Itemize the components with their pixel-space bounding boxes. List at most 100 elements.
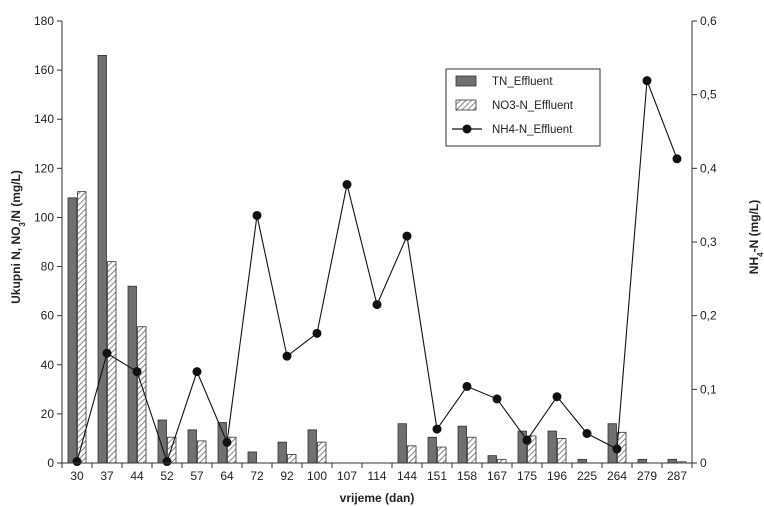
nh4-line-layer bbox=[72, 76, 682, 467]
bar-tn-30 bbox=[67, 197, 77, 464]
legend-swatch-no3 bbox=[455, 99, 477, 111]
bar-tn-92 bbox=[277, 441, 287, 464]
y-right-tick-label: 0,5 bbox=[700, 88, 717, 102]
bar-tn-144 bbox=[397, 423, 407, 464]
nh4-point-151 bbox=[432, 424, 442, 434]
nh4-point-57 bbox=[192, 367, 202, 377]
x-tick-label: 196 bbox=[547, 469, 567, 483]
nh4-point-30 bbox=[72, 457, 82, 467]
y-left-tick-label: 100 bbox=[34, 210, 54, 224]
bar-no3-144 bbox=[407, 445, 417, 464]
y-right-tick-label: 0,4 bbox=[700, 161, 717, 175]
y-left-tick-label: 120 bbox=[34, 161, 54, 175]
x-tick-label: 225 bbox=[577, 469, 597, 483]
nh4-point-64 bbox=[222, 437, 232, 447]
y-left-title-prefix: Ukupni N, NO bbox=[9, 227, 23, 304]
y-right-tick-label: 0 bbox=[700, 456, 707, 470]
nh4-point-279 bbox=[642, 76, 652, 86]
legend: TN_Effluent NO3-N_Effluent NH4-N_Effluen… bbox=[445, 68, 601, 147]
x-tick-label: 114 bbox=[367, 469, 386, 483]
x-axis-title: vrijeme (dan) bbox=[340, 491, 415, 505]
x-tick-label: 52 bbox=[160, 469, 174, 483]
nh4-point-167 bbox=[492, 394, 502, 404]
x-tick-label: 144 bbox=[397, 469, 417, 483]
y-left-tick-label: 180 bbox=[34, 14, 54, 28]
x-tick-label: 37 bbox=[100, 469, 114, 483]
nh4-point-72 bbox=[252, 210, 262, 220]
nh4-point-144 bbox=[402, 231, 412, 241]
nh4-point-196 bbox=[552, 392, 562, 402]
ticks-layer: 0 20 40 60 80 100 120 140 160 180 0 0,1 0,2 0,3 0,4 0,5… bbox=[34, 14, 717, 483]
y-left-tick-label: 160 bbox=[34, 63, 54, 77]
y-left-tick-label: 60 bbox=[41, 309, 55, 323]
y-right-tick-label: 0,3 bbox=[700, 235, 717, 249]
nh4-point-225 bbox=[582, 429, 592, 439]
y-left-tick-label: 20 bbox=[41, 407, 55, 421]
x-tick-label: 57 bbox=[190, 469, 204, 483]
x-tick-label: 264 bbox=[607, 469, 627, 483]
nh4-point-100 bbox=[312, 328, 322, 338]
bar-tn-100 bbox=[307, 429, 317, 464]
y-left-title-subscript: 3 bbox=[18, 222, 27, 227]
y-right-title-subscript: 4 bbox=[756, 252, 764, 257]
bar-no3-151 bbox=[437, 446, 447, 464]
bar-no3-37 bbox=[107, 261, 117, 464]
bar-tn-158 bbox=[457, 425, 467, 464]
x-tick-label: 64 bbox=[220, 469, 234, 483]
bar-tn-196 bbox=[547, 430, 557, 464]
bars-layer bbox=[67, 54, 687, 464]
bar-tn-264 bbox=[607, 423, 617, 464]
nh4-point-158 bbox=[462, 381, 472, 391]
y-right-title-suffix: -N (mg/L) bbox=[747, 200, 761, 253]
bar-tn-287 bbox=[667, 458, 677, 464]
bar-tn-279 bbox=[637, 458, 647, 464]
bar-tn-167 bbox=[487, 455, 497, 464]
legend-swatch-nh4-marker bbox=[462, 124, 472, 134]
x-tick-label: 151 bbox=[427, 469, 447, 483]
y-right-tick-label: 0,1 bbox=[700, 382, 717, 396]
y-left-title-suffix: /N (mg/L) bbox=[9, 170, 23, 222]
nh4-point-114 bbox=[372, 300, 382, 310]
nh4-point-52 bbox=[162, 457, 172, 467]
nh4-point-37 bbox=[102, 348, 112, 358]
bar-no3-30 bbox=[77, 191, 87, 464]
x-tick-label: 44 bbox=[130, 469, 144, 483]
nh4-point-107 bbox=[342, 180, 352, 190]
x-tick-label: 30 bbox=[70, 469, 84, 483]
bar-no3-92 bbox=[287, 454, 297, 464]
y-left-tick-label: 80 bbox=[41, 260, 55, 274]
x-tick-label: 158 bbox=[457, 469, 477, 483]
bar-tn-37 bbox=[97, 54, 107, 464]
x-tick-label: 92 bbox=[280, 469, 294, 483]
x-tick-label: 167 bbox=[487, 469, 507, 483]
bar-tn-175 bbox=[517, 430, 527, 464]
bar-tn-225 bbox=[577, 458, 587, 464]
y-left-tick-label: 140 bbox=[34, 112, 54, 126]
bar-no3-100 bbox=[317, 441, 327, 464]
bar-tn-151 bbox=[427, 436, 437, 464]
y-axis-left-title: Ukupni N, NO3/N (mg/L) bbox=[9, 170, 27, 304]
bar-tn-72 bbox=[247, 451, 257, 464]
y-right-title-prefix: NH bbox=[747, 257, 761, 274]
bar-no3-57 bbox=[197, 440, 207, 464]
bar-tn-57 bbox=[187, 429, 197, 464]
y-right-tick-label: 0,6 bbox=[700, 14, 717, 28]
x-tick-label: 287 bbox=[667, 469, 687, 483]
y-axis-right-title: NH4-N (mg/L) bbox=[747, 200, 764, 274]
nh4-point-44 bbox=[132, 367, 142, 377]
legend-label-nh4: NH4-N_Effluent bbox=[492, 124, 573, 136]
nh4-point-92 bbox=[282, 351, 292, 361]
nh4-point-264 bbox=[612, 444, 622, 454]
y-left-tick-label: 40 bbox=[41, 358, 55, 372]
x-tick-label: 175 bbox=[517, 469, 537, 483]
legend-swatch-tn bbox=[455, 75, 477, 87]
bar-no3-158 bbox=[467, 436, 477, 464]
bar-no3-196 bbox=[557, 438, 567, 464]
y-right-tick-label: 0,2 bbox=[700, 309, 717, 323]
legend-label-no3: NO3-N_Effluent bbox=[492, 100, 574, 112]
nh4-point-175 bbox=[522, 435, 532, 445]
x-tick-label: 100 bbox=[307, 469, 327, 483]
y-left-tick-label: 0 bbox=[47, 456, 54, 470]
bar-no3-167 bbox=[497, 458, 507, 464]
legend-label-tn: TN_Effluent bbox=[492, 76, 553, 88]
